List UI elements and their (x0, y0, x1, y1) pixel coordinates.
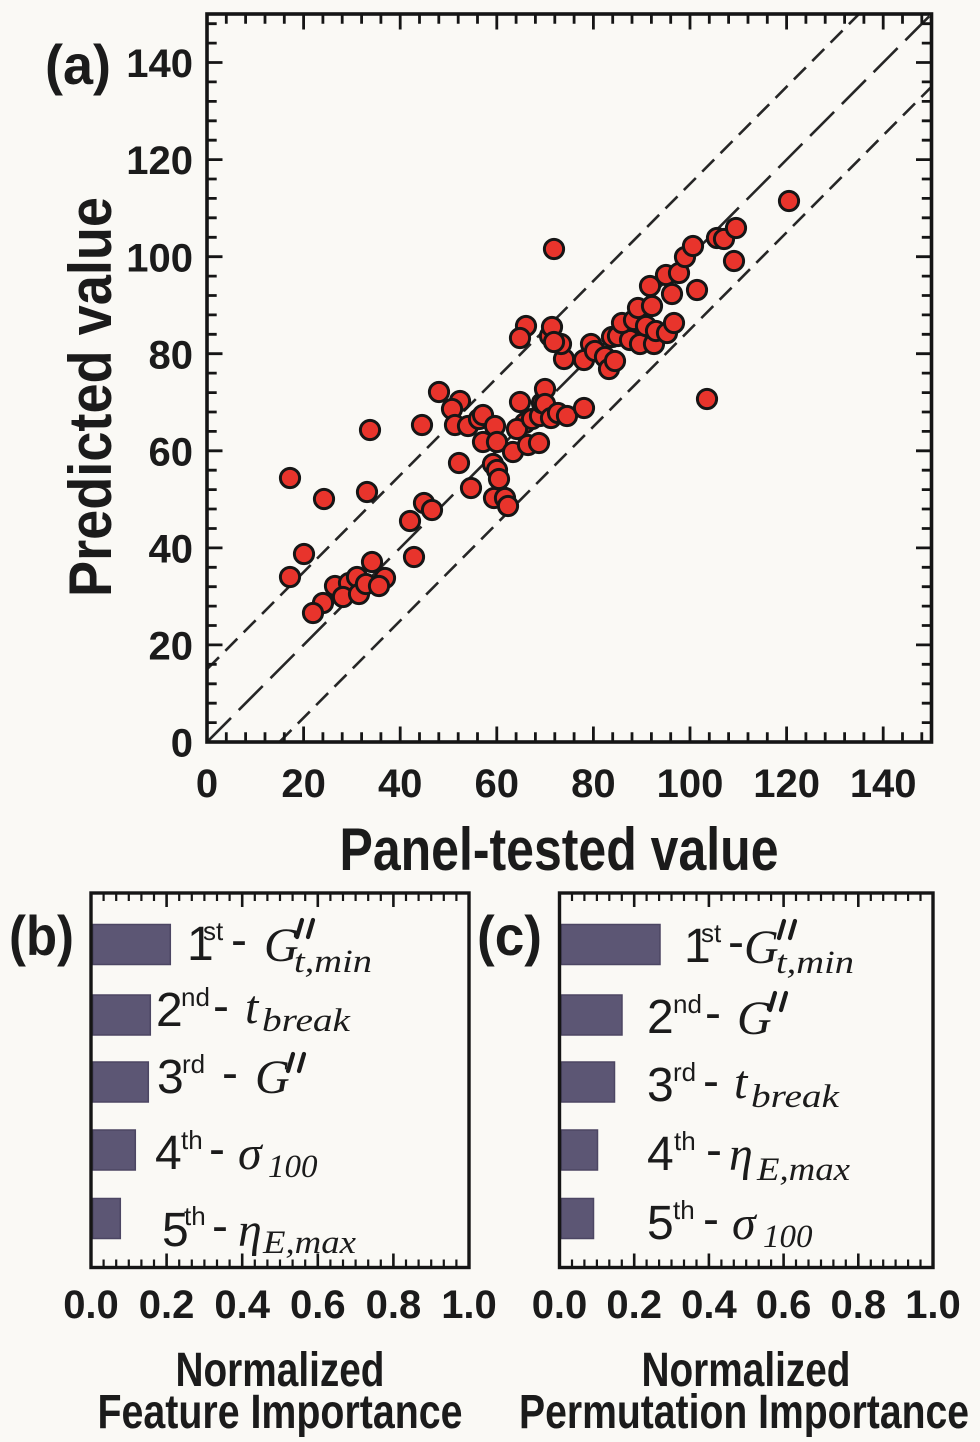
svg-text:20: 20 (149, 625, 194, 669)
svg-text:80: 80 (149, 333, 194, 377)
svg-text:(c): (c) (477, 904, 542, 967)
svg-text:-: - (703, 1055, 719, 1108)
svg-text:140: 140 (126, 42, 193, 86)
svg-text:G: G (255, 1051, 290, 1104)
svg-text:σ: σ (238, 1127, 264, 1180)
svg-text:η: η (238, 1204, 262, 1257)
svg-text:-: - (703, 1193, 719, 1246)
svg-text:th: th (673, 1195, 695, 1225)
svg-text:2: 2 (647, 991, 674, 1044)
svg-text:th: th (184, 1201, 206, 1231)
svg-text:-: - (706, 1124, 722, 1177)
svg-text:st: st (701, 918, 722, 948)
svg-text:20: 20 (281, 762, 326, 806)
svg-text:100: 100 (126, 236, 193, 280)
svg-text:40: 40 (378, 762, 423, 806)
svg-text:rd: rd (673, 1057, 696, 1087)
svg-text:0.8: 0.8 (366, 1283, 422, 1327)
svg-text:1: 1 (187, 918, 214, 971)
svg-text:Predicted value: Predicted value (57, 197, 124, 597)
svg-text:-: - (222, 1047, 238, 1100)
svg-text:G: G (737, 992, 772, 1045)
svg-text:40: 40 (149, 528, 194, 572)
svg-text:1: 1 (684, 920, 711, 973)
svg-text:G: G (744, 921, 779, 974)
svg-text:(b): (b) (9, 904, 74, 967)
svg-text:2: 2 (156, 984, 183, 1037)
svg-text:σ: σ (732, 1197, 758, 1250)
svg-text:nd: nd (181, 982, 210, 1012)
svg-text:0.8: 0.8 (830, 1283, 886, 1327)
svg-text:t,min: t,min (294, 944, 372, 980)
svg-text:th: th (181, 1125, 203, 1155)
svg-text:100: 100 (763, 1219, 813, 1255)
svg-text:-: - (212, 1200, 228, 1253)
svg-text:th: th (674, 1126, 696, 1156)
svg-text:(a): (a) (45, 33, 111, 96)
svg-text:0: 0 (196, 762, 218, 806)
svg-text:140: 140 (850, 762, 917, 806)
svg-text:80: 80 (571, 762, 616, 806)
svg-text:3: 3 (647, 1059, 674, 1112)
svg-text:Feature Importance: Feature Importance (98, 1386, 463, 1437)
svg-text:st: st (203, 916, 224, 946)
svg-text:1.0: 1.0 (441, 1283, 497, 1327)
svg-text:Normalized: Normalized (176, 1344, 385, 1397)
svg-text:Panel-tested value: Panel-tested value (340, 816, 779, 883)
svg-text:60: 60 (475, 762, 520, 806)
svg-text:rd: rd (182, 1049, 205, 1079)
svg-text:break: break (262, 1003, 352, 1039)
svg-text:0.6: 0.6 (756, 1283, 812, 1327)
svg-text:0.2: 0.2 (139, 1283, 195, 1327)
svg-text:-: - (213, 980, 229, 1033)
svg-text:-: - (209, 1123, 225, 1176)
svg-text:4: 4 (155, 1127, 182, 1180)
svg-text:Permutation Importance: Permutation Importance (519, 1386, 969, 1437)
svg-text:0: 0 (171, 722, 193, 766)
svg-text:0.0: 0.0 (532, 1283, 588, 1327)
svg-text:0.2: 0.2 (606, 1283, 662, 1327)
svg-text:t,min: t,min (776, 945, 854, 981)
svg-text:4: 4 (647, 1128, 674, 1181)
svg-text:120: 120 (753, 762, 820, 806)
svg-text:5: 5 (162, 1204, 189, 1257)
svg-text:-: - (728, 916, 744, 969)
svg-text:0.4: 0.4 (214, 1283, 270, 1327)
svg-text:-: - (705, 987, 721, 1040)
svg-text:60: 60 (149, 430, 194, 474)
svg-text:-: - (231, 914, 247, 967)
svg-text:0.0: 0.0 (63, 1283, 119, 1327)
svg-text:5: 5 (647, 1197, 674, 1250)
svg-text:0.6: 0.6 (290, 1283, 346, 1327)
svg-text:0.4: 0.4 (681, 1283, 737, 1327)
svg-text:η: η (729, 1128, 753, 1181)
svg-text:t: t (734, 1056, 749, 1109)
svg-text:break: break (751, 1079, 841, 1115)
svg-text:100: 100 (657, 762, 724, 806)
svg-text:t: t (245, 981, 260, 1034)
svg-text:1.0: 1.0 (905, 1283, 961, 1327)
svg-text:3: 3 (157, 1051, 184, 1104)
svg-text:E,max: E,max (262, 1225, 357, 1261)
svg-text:100: 100 (268, 1149, 318, 1185)
svg-text:120: 120 (126, 139, 193, 183)
svg-text:nd: nd (673, 989, 702, 1019)
svg-text:Normalized: Normalized (642, 1344, 851, 1397)
svg-text:E,max: E,max (756, 1152, 851, 1188)
svg-text:G: G (264, 919, 299, 972)
